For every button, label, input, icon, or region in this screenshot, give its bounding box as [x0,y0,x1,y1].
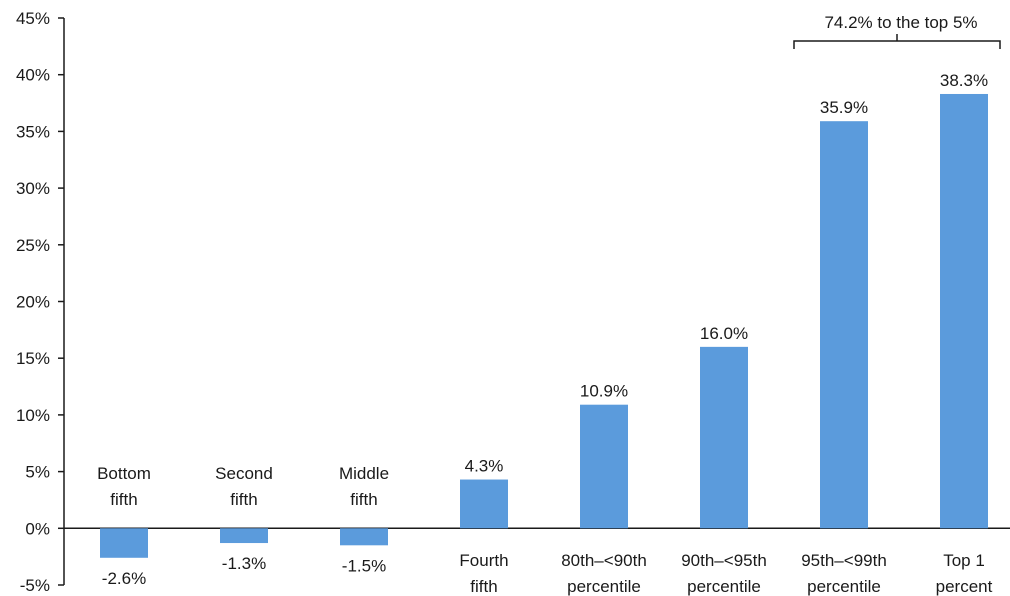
category-label: percent [936,577,993,596]
y-tick-label: 45% [16,9,50,28]
category-label: 95th–<99th [801,551,887,570]
y-tick-label: 25% [16,236,50,255]
data-label: 38.3% [940,71,988,90]
bar [220,528,268,544]
category-label: 80th–<90th [561,551,647,570]
data-label: 4.3% [465,457,504,476]
y-tick-label: 5% [25,463,50,482]
category-label: Second [215,464,273,483]
y-tick-label: 0% [25,519,50,538]
data-label: 16.0% [700,324,748,343]
category-labels: Bottom fifth Second fifth Middle fifth Fourth f… [97,464,993,596]
category-label: fifth [230,490,257,509]
annotation-label: 74.2% to the top 5% [824,13,977,32]
bar [100,528,148,558]
y-tick-label: 30% [16,179,50,198]
category-label: fifth [350,490,377,509]
category-label: Top 1 [943,551,985,570]
category-label: Fourth [459,551,508,570]
data-labels: -2.6% -1.3% -1.5% 4.3% 10.9% 16.0% 35.9% 38.3% [102,71,988,588]
data-label: -1.3% [222,554,266,573]
category-label: percentile [807,577,881,596]
category-label: Bottom [97,464,151,483]
y-tick-label: 35% [16,122,50,141]
y-tick-label: 20% [16,293,50,312]
data-label: 35.9% [820,98,868,117]
bar [340,528,388,546]
annotation-bracket [793,40,1001,49]
bar [820,121,868,529]
category-label: percentile [687,577,761,596]
category-label: percentile [567,577,641,596]
category-label: fifth [110,490,137,509]
bar [580,404,628,529]
y-tick-label: -5% [20,576,50,595]
y-tick-label: 15% [16,349,50,368]
bar [940,93,988,529]
annotation: 74.2% to the top 5% [793,13,1001,49]
data-label: 10.9% [580,382,628,401]
category-label: 90th–<95th [681,551,767,570]
category-label: fifth [470,577,497,596]
category-label: Middle [339,464,389,483]
bars [100,93,988,558]
data-label: -1.5% [342,556,386,575]
bar [460,479,508,529]
y-tick-label: 40% [16,66,50,85]
data-label: -2.6% [102,569,146,588]
bar [700,346,748,529]
y-tick-label: 10% [16,406,50,425]
